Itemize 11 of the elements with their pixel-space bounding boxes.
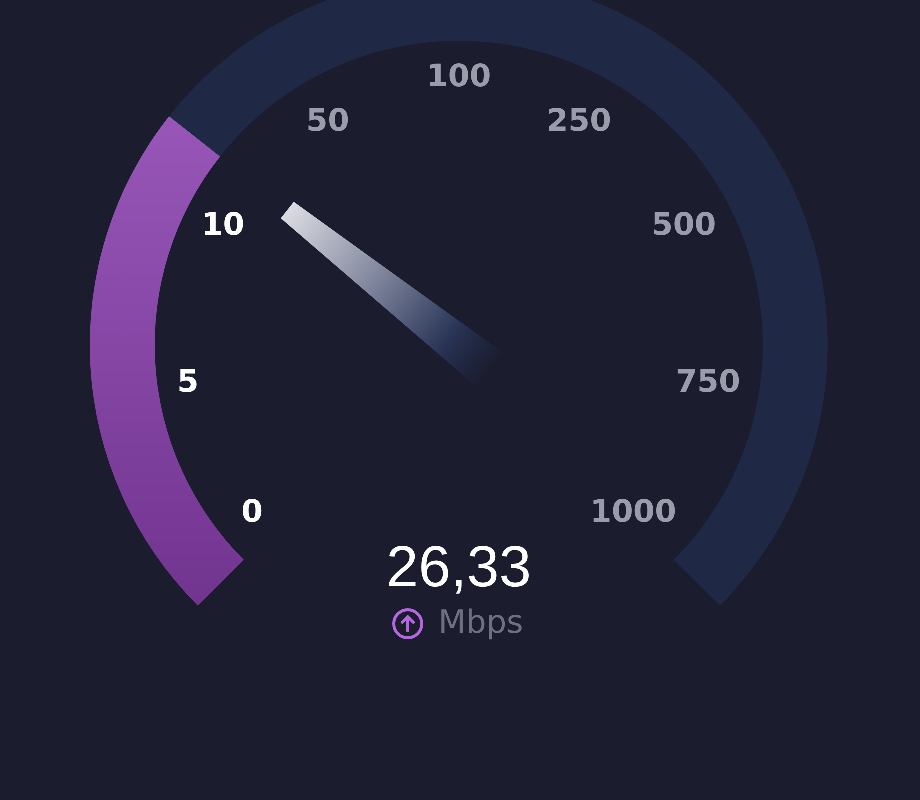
text: 250 <box>546 102 612 139</box>
text: 100 <box>426 58 492 94</box>
text: 50 <box>306 102 350 139</box>
text: 1000 <box>590 494 677 530</box>
text: 5 <box>177 364 200 400</box>
text: 0 <box>241 494 264 530</box>
data-label: 26,33 <box>386 534 532 600</box>
text: 750 <box>676 364 741 400</box>
text: Mbps <box>438 603 524 641</box>
text: 10 <box>202 206 245 243</box>
text: 500 <box>652 206 716 243</box>
